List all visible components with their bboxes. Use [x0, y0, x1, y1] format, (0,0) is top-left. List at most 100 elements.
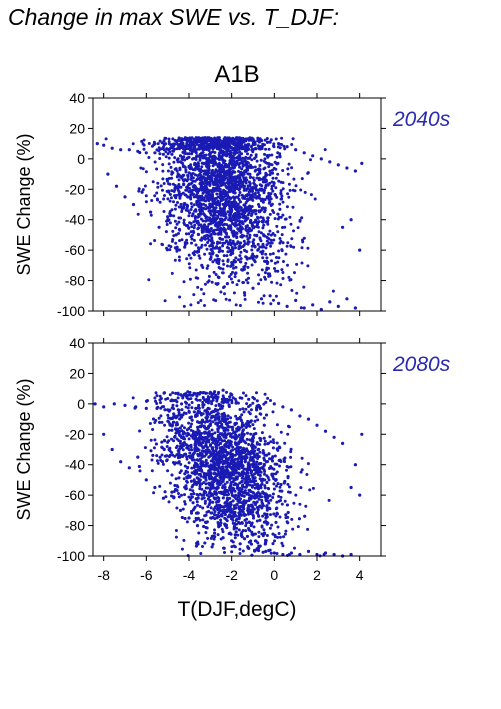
data-point: [189, 208, 193, 211]
data-point: [167, 137, 171, 141]
data-point: [152, 446, 156, 450]
data-point: [196, 189, 200, 193]
data-point: [200, 184, 204, 188]
data-point: [164, 397, 168, 401]
data-point: [262, 245, 266, 249]
data-point: [214, 404, 218, 408]
data-point: [248, 256, 252, 260]
data-point: [212, 449, 216, 453]
data-point: [194, 397, 198, 401]
data-point: [193, 392, 197, 396]
data-point: [192, 156, 196, 160]
data-point: [257, 172, 260, 176]
data-point: [262, 191, 266, 195]
data-point: [196, 493, 200, 497]
data-point: [147, 142, 151, 145]
data-point: [150, 469, 154, 473]
data-point: [201, 191, 205, 195]
data-point: [216, 412, 220, 416]
data-point: [253, 165, 257, 169]
data-point: [253, 191, 257, 195]
data-point: [198, 139, 202, 143]
data-point: [166, 169, 170, 173]
data-point: [241, 184, 245, 188]
data-point: [221, 158, 225, 162]
data-point: [234, 215, 238, 219]
data-point: [234, 184, 238, 188]
data-point: [210, 280, 214, 284]
data-point: [176, 189, 180, 192]
data-point: [217, 186, 221, 190]
data-point: [225, 398, 229, 401]
data-point: [267, 487, 271, 491]
data-point: [272, 181, 276, 185]
data-point: [245, 499, 249, 503]
data-point: [234, 468, 238, 472]
data-point: [218, 424, 222, 428]
data-point: [270, 259, 273, 263]
data-point: [178, 508, 183, 512]
data-point: [227, 275, 231, 279]
data-point: [180, 446, 184, 450]
data-point: [238, 452, 242, 456]
data-point: [251, 244, 255, 248]
data-point: [226, 139, 230, 143]
data-point: [180, 415, 184, 419]
data-point: [262, 294, 266, 298]
data-point: [189, 445, 193, 449]
data-point: [194, 437, 198, 441]
data-point: [268, 252, 272, 256]
data-point: [283, 532, 287, 536]
data-point: [257, 494, 261, 498]
data-point: [244, 201, 248, 204]
data-point: [174, 185, 178, 189]
data-point: [191, 212, 195, 216]
data-point: [263, 152, 266, 156]
data-point: [183, 158, 187, 162]
data-point: [180, 402, 184, 406]
data-point: [288, 188, 292, 192]
data-point: [242, 265, 246, 269]
data-point: [183, 426, 186, 430]
data-point: [168, 446, 172, 450]
data-point: [262, 159, 266, 163]
data-point: [187, 410, 191, 414]
data-point: [256, 465, 260, 469]
data-point: [210, 402, 214, 406]
data-point: [138, 469, 142, 473]
data-point: [298, 218, 302, 222]
data-point: [258, 407, 262, 411]
data-point: [225, 441, 229, 444]
data-point: [240, 396, 244, 400]
data-point: [170, 451, 174, 454]
data-point: [188, 498, 192, 502]
data-point: [292, 229, 295, 233]
data-point: [264, 184, 268, 188]
data-point: [231, 467, 235, 470]
data-point: [255, 500, 259, 504]
data-point: [258, 245, 262, 249]
data-point: [175, 147, 179, 151]
data-point: [222, 178, 226, 182]
data-point: [241, 208, 245, 212]
data-point: [242, 499, 246, 503]
data-point: [176, 391, 180, 395]
data-point: [216, 214, 220, 218]
data-point: [190, 136, 194, 140]
data-point: [195, 394, 199, 398]
data-point: [216, 533, 220, 537]
data-point: [202, 196, 206, 200]
data-point: [119, 148, 123, 152]
data-point: [190, 205, 194, 209]
data-point: [102, 432, 106, 436]
data-point: [263, 392, 267, 396]
data-point: [119, 460, 123, 464]
data-point: [278, 237, 282, 240]
data-point: [212, 513, 216, 516]
data-point: [245, 178, 249, 182]
data-point: [180, 547, 184, 551]
data-point: [230, 230, 234, 234]
data-point: [258, 196, 261, 200]
data-point: [153, 485, 157, 490]
